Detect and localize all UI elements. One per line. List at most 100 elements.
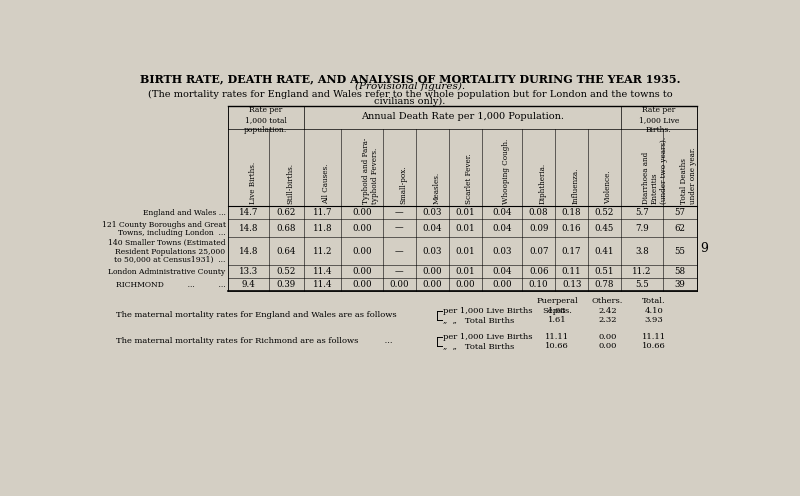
Text: 0.68: 0.68: [277, 224, 296, 233]
Text: Diphtheria.: Diphtheria.: [538, 163, 546, 204]
Text: 0.04: 0.04: [422, 224, 442, 233]
Text: 0.62: 0.62: [277, 208, 296, 217]
Text: All Causes.: All Causes.: [322, 164, 330, 204]
Text: Puerperal
Sepsis.: Puerperal Sepsis.: [536, 298, 578, 315]
Text: Rate per
1,000 total
population.: Rate per 1,000 total population.: [244, 107, 287, 134]
Text: 11.2: 11.2: [313, 247, 332, 256]
Text: 1.61: 1.61: [548, 316, 566, 324]
Text: 0.04: 0.04: [492, 208, 512, 217]
Text: London Administrative County: London Administrative County: [109, 268, 226, 276]
Text: 0.78: 0.78: [595, 280, 614, 289]
Text: Rate per
1,000 Live
Births.: Rate per 1,000 Live Births.: [638, 107, 679, 134]
Text: (Provisional figures).: (Provisional figures).: [355, 82, 465, 91]
Text: 140 Smaller Towns (Estimated: 140 Smaller Towns (Estimated: [108, 239, 226, 248]
Text: 0.00: 0.00: [598, 342, 617, 350]
Text: 13.3: 13.3: [239, 267, 258, 276]
Text: The maternal mortality rates for Richmond are as follows          ...: The maternal mortality rates for Richmon…: [115, 337, 392, 345]
Text: „  „   Total Births: „ „ Total Births: [443, 316, 514, 324]
Text: 121 County Boroughs and Great: 121 County Boroughs and Great: [102, 221, 226, 229]
Text: 9.4: 9.4: [242, 280, 255, 289]
Text: 0.04: 0.04: [492, 224, 512, 233]
Text: Small-pox.: Small-pox.: [399, 166, 407, 204]
Text: 0.00: 0.00: [422, 267, 442, 276]
Text: 62: 62: [674, 224, 685, 233]
Text: Others.: Others.: [592, 298, 623, 306]
Text: per 1,000 Live Births: per 1,000 Live Births: [443, 308, 533, 315]
Text: The maternal mortality rates for England and Wales are as follows: The maternal mortality rates for England…: [115, 311, 396, 319]
Text: 0.13: 0.13: [562, 280, 582, 289]
Text: England and Wales ...: England and Wales ...: [142, 209, 226, 217]
Text: „  „   Total Births: „ „ Total Births: [443, 342, 514, 350]
Text: 55: 55: [674, 247, 685, 256]
Text: 11.11: 11.11: [545, 333, 570, 341]
Text: 0.00: 0.00: [352, 224, 372, 233]
Text: 0.01: 0.01: [455, 247, 475, 256]
Text: 0.00: 0.00: [352, 208, 372, 217]
Text: Violence.: Violence.: [605, 171, 613, 204]
Text: 0.03: 0.03: [422, 208, 442, 217]
Text: 0.64: 0.64: [277, 247, 296, 256]
Text: 0.08: 0.08: [529, 208, 549, 217]
Text: 3.93: 3.93: [645, 316, 663, 324]
Text: 11.8: 11.8: [313, 224, 332, 233]
Text: —: —: [395, 224, 404, 233]
Text: BIRTH RATE, DEATH RATE, AND ANALYSIS OF MORTALITY DURING THE YEAR 1935.: BIRTH RATE, DEATH RATE, AND ANALYSIS OF …: [140, 73, 680, 84]
Text: 0.52: 0.52: [595, 208, 614, 217]
Text: 39: 39: [674, 280, 685, 289]
Text: 0.01: 0.01: [455, 208, 475, 217]
Text: 0.00: 0.00: [492, 280, 512, 289]
Text: Whooping Cough.: Whooping Cough.: [502, 139, 510, 204]
Text: 0.00: 0.00: [455, 280, 475, 289]
Text: 2.42: 2.42: [598, 308, 617, 315]
Text: Diarrhoea and
Enteritis
(under two years).: Diarrhoea and Enteritis (under two years…: [642, 137, 668, 204]
Text: 0.00: 0.00: [352, 267, 372, 276]
Text: 1.68: 1.68: [548, 308, 566, 315]
Text: 0.39: 0.39: [277, 280, 296, 289]
Text: Total.: Total.: [642, 298, 666, 306]
Text: 0.45: 0.45: [595, 224, 614, 233]
Text: Influenza.: Influenza.: [571, 168, 579, 204]
Text: 0.16: 0.16: [562, 224, 582, 233]
Text: 14.8: 14.8: [239, 247, 258, 256]
Text: Resident Populations 25,000: Resident Populations 25,000: [115, 248, 226, 255]
Text: 9: 9: [701, 242, 708, 255]
Text: 0.06: 0.06: [529, 267, 548, 276]
Text: 0.17: 0.17: [562, 247, 582, 256]
Text: 2.32: 2.32: [598, 316, 617, 324]
Text: Measles.: Measles.: [432, 172, 440, 204]
Text: Still-births.: Still-births.: [286, 163, 294, 204]
Text: 3.8: 3.8: [635, 247, 649, 256]
Text: 0.00: 0.00: [352, 247, 372, 256]
Text: 11.4: 11.4: [313, 280, 332, 289]
Text: 0.00: 0.00: [390, 280, 410, 289]
Text: 4.10: 4.10: [645, 308, 663, 315]
Text: Typhoid and Para-
typhoid Fevers.: Typhoid and Para- typhoid Fevers.: [362, 138, 379, 204]
Text: civilians only).: civilians only).: [374, 97, 446, 106]
Text: per 1,000 Live Births: per 1,000 Live Births: [443, 333, 533, 341]
Text: 0.52: 0.52: [277, 267, 296, 276]
Text: 0.03: 0.03: [422, 247, 442, 256]
Text: 0.00: 0.00: [422, 280, 442, 289]
Text: 10.66: 10.66: [642, 342, 666, 350]
Text: 0.09: 0.09: [529, 224, 548, 233]
Text: 0.10: 0.10: [529, 280, 549, 289]
Text: 0.03: 0.03: [492, 247, 512, 256]
Text: 0.01: 0.01: [455, 267, 475, 276]
Text: Towns, including London  ...: Towns, including London ...: [118, 229, 226, 237]
Text: 11.11: 11.11: [642, 333, 666, 341]
Text: 11.4: 11.4: [313, 267, 332, 276]
Text: RICHMOND          ...          ...: RICHMOND ... ...: [116, 281, 226, 289]
Text: 7.9: 7.9: [635, 224, 649, 233]
Text: 0.18: 0.18: [562, 208, 582, 217]
Text: —: —: [395, 247, 404, 256]
Text: 0.01: 0.01: [455, 224, 475, 233]
Text: 14.8: 14.8: [239, 224, 258, 233]
Text: 5.5: 5.5: [635, 280, 649, 289]
Text: 0.11: 0.11: [562, 267, 582, 276]
Text: —: —: [395, 267, 404, 276]
Text: 11.2: 11.2: [632, 267, 651, 276]
Text: 0.07: 0.07: [529, 247, 548, 256]
Text: 10.66: 10.66: [546, 342, 569, 350]
Text: 57: 57: [674, 208, 685, 217]
Text: 0.00: 0.00: [352, 280, 372, 289]
